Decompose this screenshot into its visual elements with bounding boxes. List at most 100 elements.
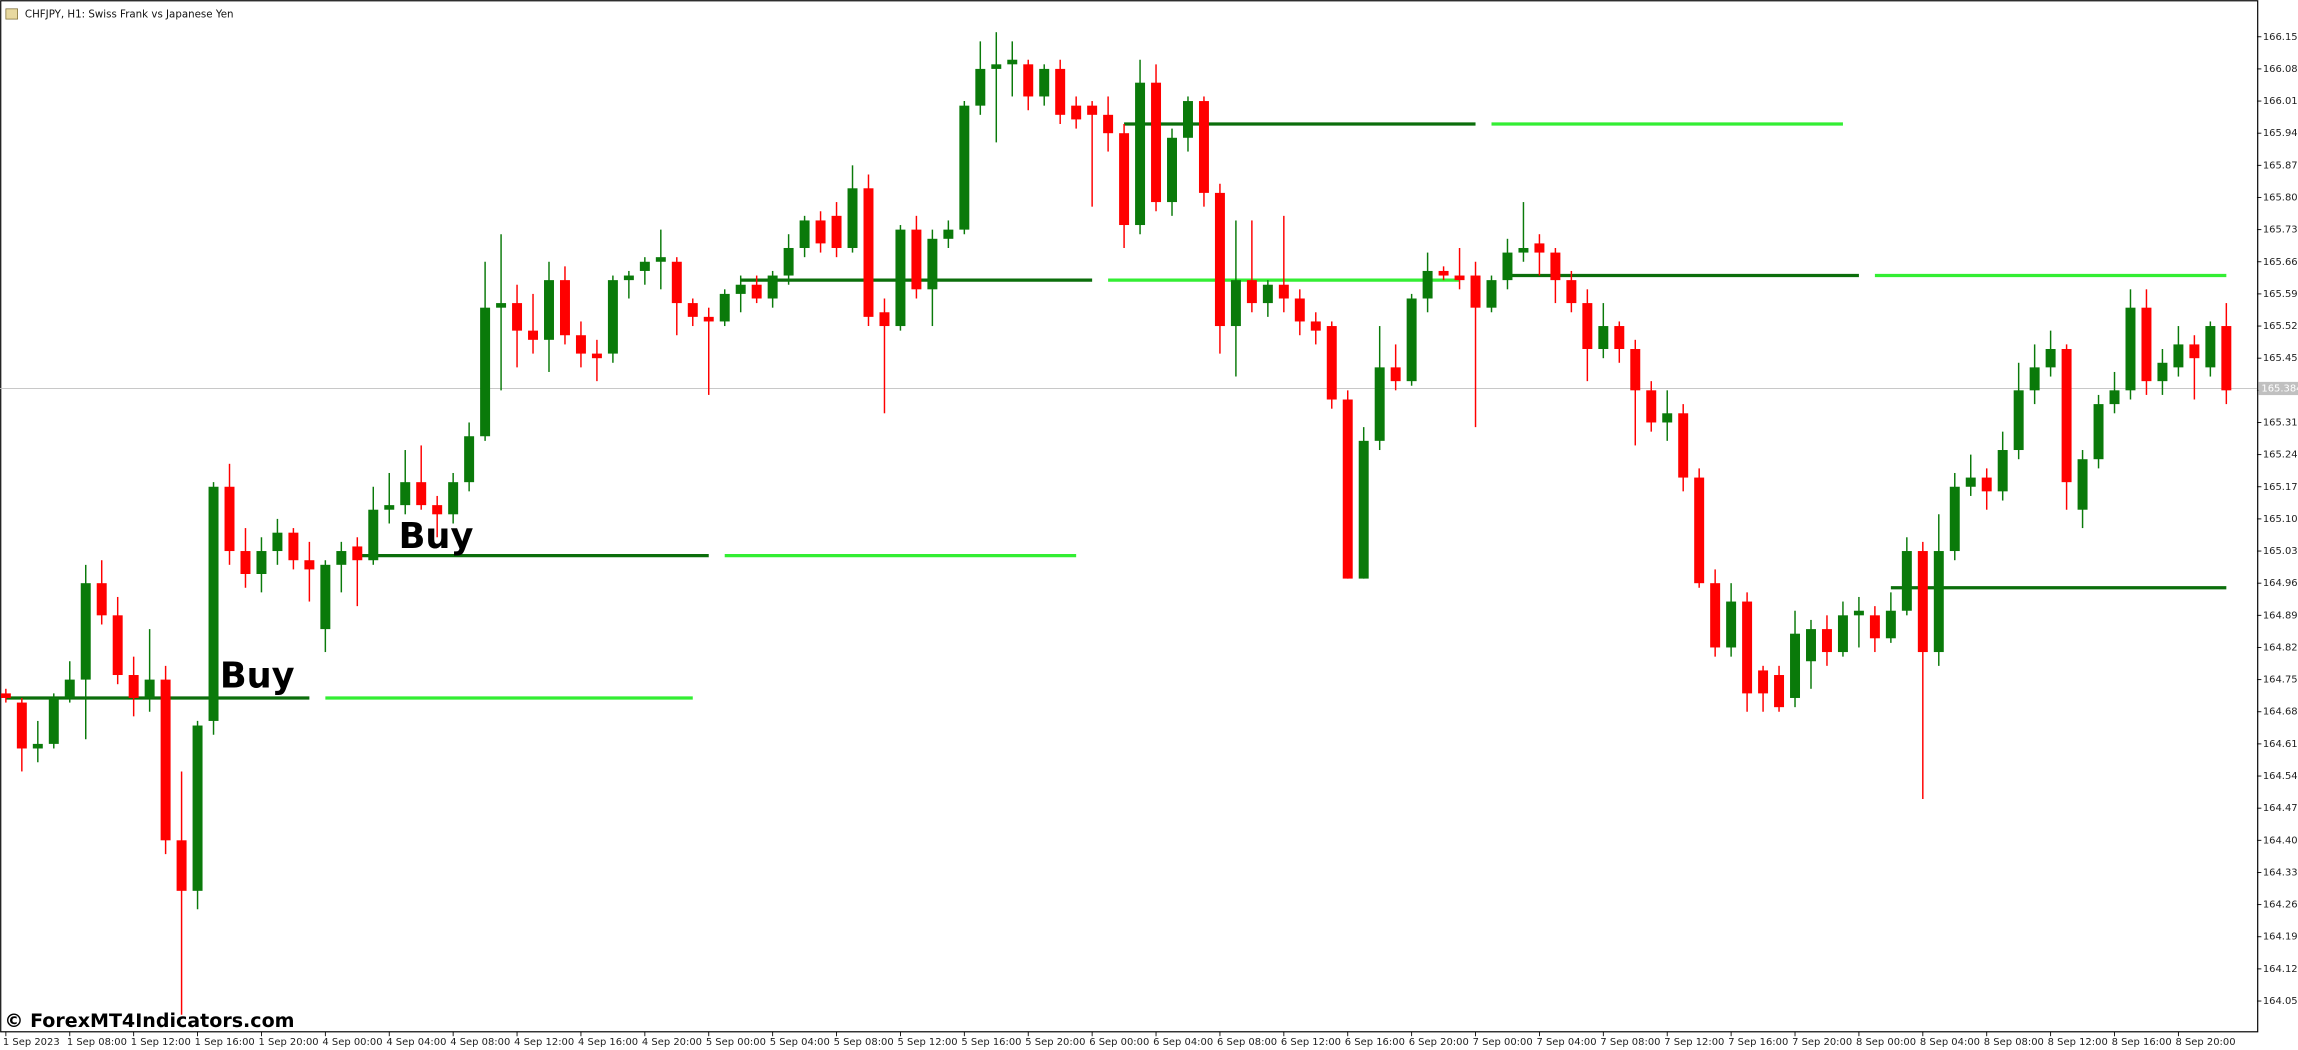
candle-body (1869, 615, 1880, 639)
x-tick-label: 5 Sep 08:00 (834, 1037, 894, 1048)
candle-body (1518, 247, 1529, 253)
x-tick-label: 6 Sep 00:00 (1089, 1037, 1149, 1048)
candle-body (991, 64, 1002, 69)
candle-body (1262, 284, 1273, 304)
candle-body (895, 229, 906, 327)
candle-body (1087, 105, 1098, 115)
y-tick-label: 165.870 (2263, 160, 2298, 171)
candle-body (751, 284, 762, 299)
candle-body (1933, 551, 1944, 653)
candle-body (1678, 413, 1689, 478)
y-tick-label: 166.010 (2263, 96, 2298, 107)
candle-body (1151, 82, 1162, 203)
candle-body (783, 247, 794, 276)
y-tick-label: 164.120 (2263, 964, 2298, 975)
candle-body (1662, 413, 1673, 423)
y-tick-label: 165.940 (2263, 128, 2298, 139)
candle-body (927, 238, 938, 290)
candle-body (224, 486, 235, 552)
candle-body (2061, 349, 2072, 483)
candle-body (591, 353, 602, 359)
x-tick-label: 5 Sep 00:00 (706, 1037, 766, 1048)
candle-body (559, 280, 570, 336)
candle-body (799, 220, 810, 248)
candle-body (208, 486, 219, 721)
candle-body (1806, 629, 1816, 662)
candle-body (112, 615, 123, 676)
candle-body (80, 583, 91, 680)
watermark: © ForexMT4Indicators.com (4, 1010, 294, 1032)
chart-icon (5, 8, 18, 20)
candle-body (464, 436, 475, 483)
x-tick-label: 8 Sep 04:00 (1920, 1037, 1980, 1048)
x-tick-label: 6 Sep 12:00 (1281, 1037, 1341, 1048)
candle-body (1710, 583, 1721, 648)
x-tick-label: 6 Sep 16:00 (1345, 1037, 1405, 1048)
candle-body (128, 675, 139, 698)
y-tick-label: 165.660 (2263, 257, 2298, 268)
last-price-box (2258, 381, 2298, 396)
candle-body (1837, 615, 1848, 653)
candle-body (879, 312, 890, 327)
candle-body (1853, 610, 1864, 616)
candle-body (767, 275, 778, 299)
candle-body (1071, 105, 1082, 120)
y-tick-label: 164.680 (2263, 707, 2298, 718)
x-tick-label: 8 Sep 12:00 (2048, 1037, 2108, 1048)
y-tick-label: 166.150 (2263, 32, 2298, 43)
candle-body (544, 280, 554, 340)
candle-body (1981, 477, 1992, 492)
y-tick-label: 165.100 (2263, 514, 2298, 525)
candle-body (1326, 326, 1337, 400)
candle-body (400, 482, 411, 506)
candle-body (1374, 367, 1385, 441)
candle-body (1742, 601, 1753, 694)
candle-body (32, 743, 43, 749)
candle-body (815, 220, 826, 244)
candle-body (288, 532, 299, 561)
candle-body (2205, 326, 2216, 368)
candle-body (1183, 101, 1193, 138)
candle-body (1646, 390, 1657, 423)
y-tick-label: 165.170 (2263, 482, 2298, 493)
candle-body (1630, 349, 1641, 391)
x-tick-label: 5 Sep 20:00 (1025, 1037, 1085, 1048)
candle-body (943, 229, 954, 239)
candle-body (1358, 440, 1369, 579)
candle-body (1534, 243, 1545, 253)
y-tick-label: 165.310 (2263, 417, 2298, 428)
candle-body (1598, 326, 1609, 350)
candle-body (1694, 477, 1705, 584)
x-tick-label: 6 Sep 20:00 (1409, 1037, 1469, 1048)
candle-body (528, 330, 539, 340)
candle-body (2141, 307, 2152, 382)
candle-body (1582, 303, 1593, 350)
candle-body (1550, 252, 1561, 281)
candle-body (1758, 670, 1769, 694)
candle-body (2221, 326, 2232, 391)
candle-body (2189, 344, 2200, 359)
candle-body (1135, 82, 1146, 226)
candle-body (831, 215, 842, 248)
y-tick-label: 165.030 (2263, 546, 2298, 557)
candle-body (1342, 399, 1353, 579)
y-tick-label: 164.890 (2263, 610, 2298, 621)
y-tick-label: 164.540 (2263, 771, 2298, 782)
last-price-label: 165.384 (2261, 383, 2298, 394)
chart-title: CHFJPY, H1: Swiss Frank vs Japanese Yen (25, 9, 234, 21)
candle-body (384, 505, 395, 510)
y-tick-label: 165.240 (2263, 450, 2298, 461)
candle-body (1310, 321, 1321, 331)
candle-body (432, 505, 443, 515)
x-tick-label: 6 Sep 08:00 (1217, 1037, 1277, 1048)
y-tick-label: 165.590 (2263, 289, 2298, 300)
candle-body (1039, 68, 1050, 97)
candle-body (496, 303, 507, 308)
candle-body (1949, 486, 1960, 552)
candle-body (2173, 344, 2184, 368)
x-tick-label: 8 Sep 08:00 (1984, 1037, 2044, 1048)
candle-body (256, 551, 267, 574)
x-tick-label: 4 Sep 08:00 (450, 1037, 510, 1048)
